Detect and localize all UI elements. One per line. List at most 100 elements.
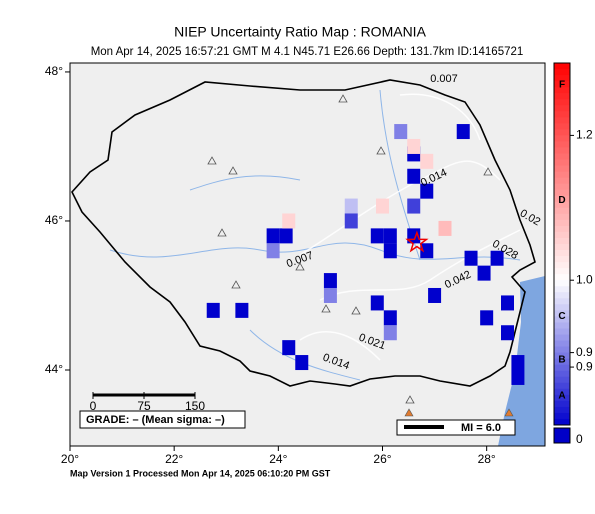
ratio-cell bbox=[323, 273, 337, 289]
ratio-cell bbox=[420, 243, 434, 259]
colorbar-step bbox=[554, 93, 570, 100]
scale-label: 75 bbox=[137, 399, 151, 413]
ratio-cell bbox=[266, 243, 280, 259]
colorbar-step bbox=[554, 111, 570, 118]
lon-tick-label: 28° bbox=[478, 452, 496, 466]
colorbar-zero bbox=[553, 427, 571, 444]
ratio-cell bbox=[511, 369, 525, 385]
ratio-cell bbox=[279, 228, 293, 244]
colorbar-step bbox=[554, 201, 570, 209]
lon-tick-label: 26° bbox=[373, 452, 391, 466]
ratio-cell bbox=[282, 213, 296, 229]
colorbar-zero-label: 0 bbox=[576, 432, 583, 446]
ratio-cell bbox=[383, 228, 397, 244]
colorbar-step bbox=[554, 316, 570, 323]
mi-box bbox=[396, 419, 516, 436]
colorbar-step bbox=[554, 304, 570, 311]
colorbar-step bbox=[554, 195, 570, 203]
colorbar-step bbox=[554, 177, 570, 185]
colorbar-step bbox=[554, 406, 570, 414]
colorbar-step bbox=[554, 292, 570, 299]
colorbar-step bbox=[554, 237, 570, 245]
colorbar-step bbox=[554, 63, 570, 70]
colorbar-step bbox=[554, 418, 570, 426]
lon-tick-label: 24° bbox=[269, 452, 287, 466]
ratio-cell bbox=[206, 302, 220, 318]
ratio-cell bbox=[490, 250, 504, 266]
colorbar-step bbox=[554, 358, 570, 366]
contour-label: 0.007 bbox=[430, 73, 458, 85]
ratio-cell bbox=[407, 138, 421, 154]
colorbar-step bbox=[554, 183, 570, 191]
ratio-cell bbox=[344, 213, 358, 229]
lat-tick-label: 46° bbox=[45, 213, 63, 227]
scale-label: 150 bbox=[185, 399, 205, 413]
ratio-cell bbox=[420, 153, 434, 169]
colorbar-step bbox=[554, 244, 570, 251]
colorbar-step bbox=[554, 147, 570, 154]
ratio-cell bbox=[344, 198, 358, 214]
country-border bbox=[71, 79, 536, 387]
colorbar-step bbox=[554, 352, 570, 360]
ratio-cell bbox=[420, 183, 434, 199]
ratio-cell bbox=[407, 168, 421, 184]
ratio-cell bbox=[477, 265, 491, 281]
ratio-cell bbox=[464, 250, 478, 266]
colorbar-step bbox=[554, 382, 570, 390]
colorbar-step bbox=[554, 207, 570, 215]
colorbar-step bbox=[554, 280, 570, 287]
colorbar-step bbox=[554, 165, 570, 173]
colorbar-step bbox=[554, 256, 570, 263]
ratio-cell bbox=[235, 302, 249, 318]
colorbar-step bbox=[554, 219, 570, 227]
ratio-cell bbox=[295, 355, 309, 371]
ratio-cell bbox=[376, 198, 389, 214]
colorbar-step bbox=[554, 153, 570, 161]
lon-tick-label: 22° bbox=[165, 452, 183, 466]
colorbar-step bbox=[554, 171, 570, 179]
ratio-cell bbox=[383, 310, 397, 326]
colorbar-step bbox=[554, 376, 570, 384]
colorbar-step bbox=[554, 99, 570, 106]
lat-tick-label: 44° bbox=[45, 362, 63, 376]
colorbar-tick-label: 0.9 bbox=[576, 359, 593, 373]
colorbar-step bbox=[554, 364, 570, 372]
colorbar-step bbox=[554, 340, 570, 348]
colorbar-step bbox=[554, 75, 570, 82]
colorbar-step bbox=[554, 346, 570, 354]
ratio-cell bbox=[456, 124, 470, 140]
ratio-cell bbox=[383, 243, 397, 259]
colorbar-step bbox=[554, 117, 570, 124]
colorbar-step bbox=[554, 105, 570, 112]
stations bbox=[207, 94, 493, 404]
ratio-cell bbox=[428, 287, 442, 303]
colorbar-step bbox=[554, 334, 570, 342]
colorbar-step bbox=[554, 141, 570, 148]
colorbar-step bbox=[554, 159, 570, 167]
ratio-cell bbox=[407, 198, 421, 214]
colorbar-tick-label: 1.0 bbox=[576, 272, 593, 286]
ratio-cell bbox=[394, 124, 408, 140]
lat-tick-label: 48° bbox=[45, 64, 63, 78]
colorbar-step bbox=[554, 394, 570, 402]
scale-label: 0 bbox=[90, 399, 97, 413]
colorbar-step bbox=[554, 328, 570, 335]
stations-orange bbox=[404, 408, 514, 417]
ratio-cell bbox=[323, 287, 337, 303]
colorbar-step bbox=[554, 370, 570, 378]
colorbar-step bbox=[554, 388, 570, 396]
colorbar-step bbox=[554, 129, 570, 136]
ratio-cell bbox=[511, 355, 525, 371]
colorbar-step bbox=[554, 274, 570, 281]
colorbar-step bbox=[554, 250, 570, 257]
colorbar-step bbox=[554, 213, 570, 221]
colorbar-step bbox=[554, 123, 570, 130]
colorbar-tick-label: 1.2 bbox=[576, 128, 593, 142]
ratio-cell bbox=[266, 228, 280, 244]
colorbar-step bbox=[554, 189, 570, 197]
colorbar-step bbox=[554, 87, 570, 94]
colorbar-step bbox=[554, 310, 570, 317]
ratio-cell bbox=[501, 295, 514, 311]
grade-letter: B bbox=[558, 354, 565, 365]
